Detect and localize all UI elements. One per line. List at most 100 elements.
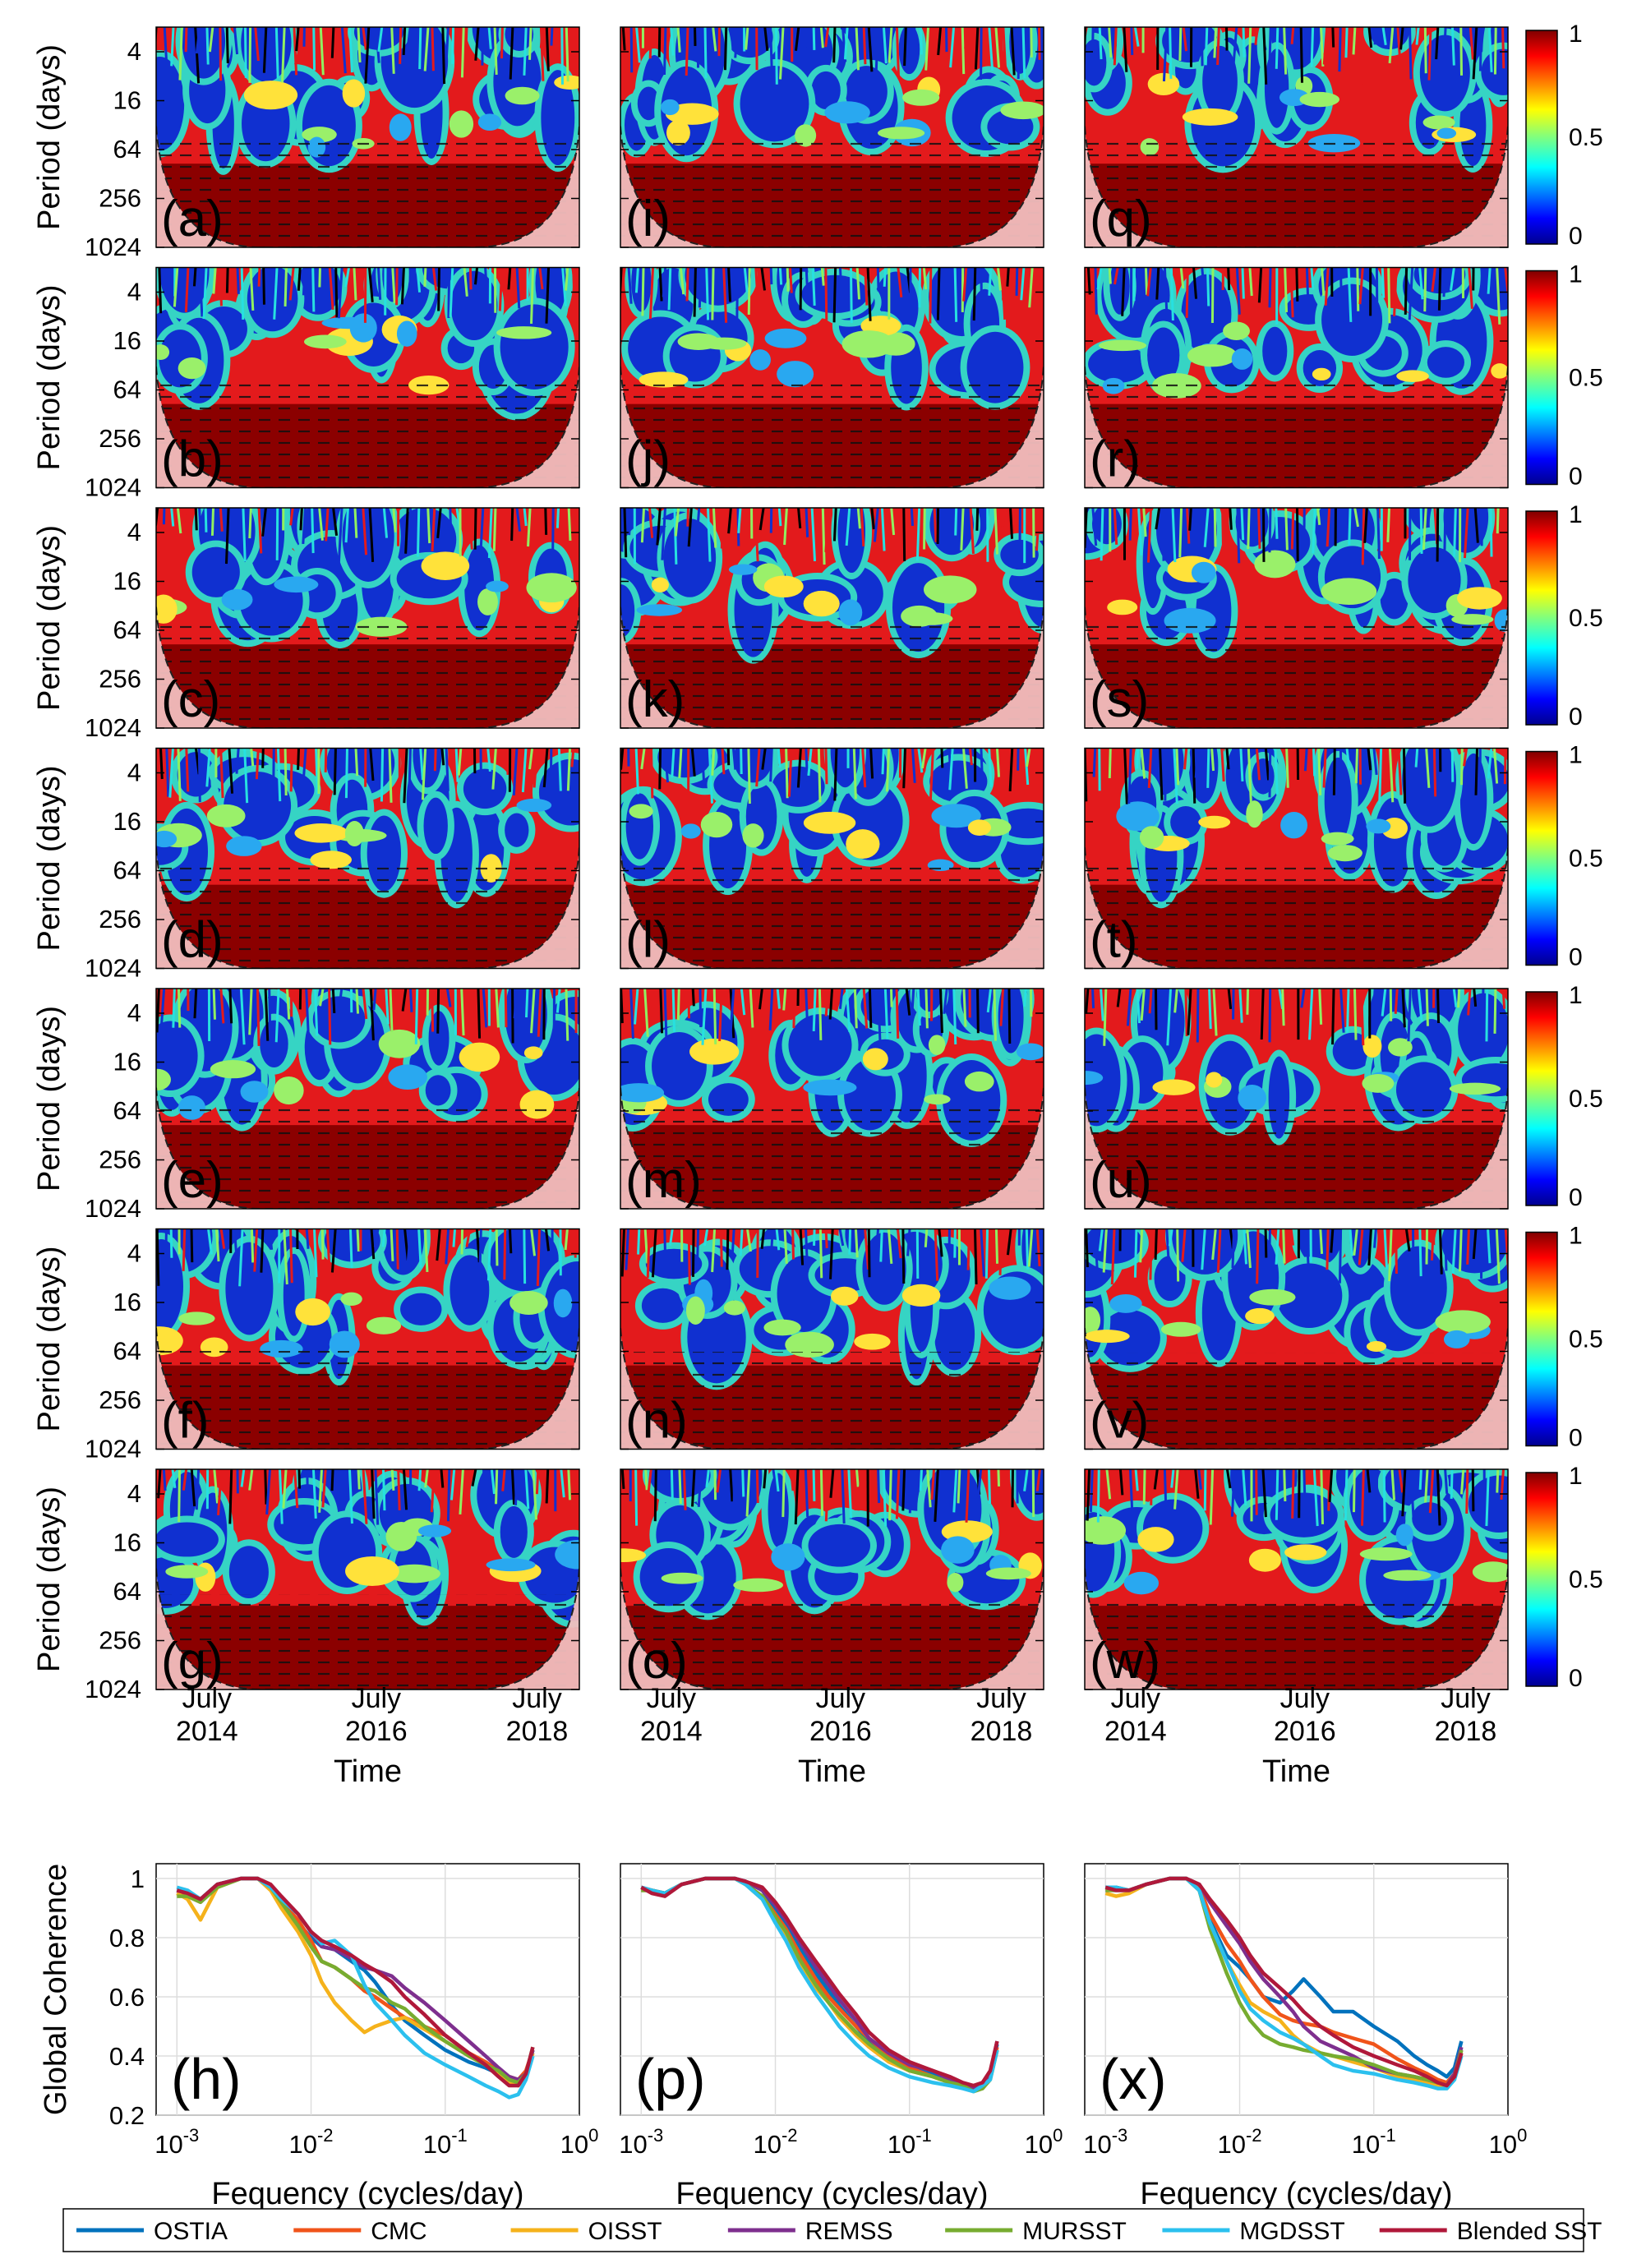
gc-x-tick-exp: 0	[1517, 2125, 1527, 2146]
cone-of-influence	[1085, 847, 1508, 969]
coherence-striation	[960, 508, 965, 551]
coherence-striation	[1338, 27, 1342, 72]
gc-x-tick-label: 10-2	[289, 2125, 334, 2159]
coherence-striation	[208, 27, 214, 53]
coherence-striation	[895, 1469, 901, 1519]
coherence-striation	[1299, 27, 1303, 83]
coherence-striation	[168, 748, 175, 798]
coherence-striation	[424, 1469, 429, 1488]
coherence-striation	[340, 27, 347, 74]
coherence-striation	[988, 267, 993, 296]
coherence-striation	[553, 267, 557, 304]
coherence-striation	[1113, 508, 1118, 545]
coherence-striation	[469, 989, 474, 1029]
coherence-mix-blob	[1000, 101, 1044, 120]
coherence-panel: (i)	[620, 26, 1044, 248]
gc-x-tick-label: 10-2	[754, 2125, 798, 2159]
coherence-mix-blob	[156, 1068, 171, 1090]
coherence-striation	[542, 748, 549, 788]
coherence-striation	[957, 1469, 961, 1504]
coherence-striation	[1175, 748, 1180, 786]
coherence-striation	[293, 27, 298, 76]
coherence-striation	[337, 989, 343, 1012]
coherence-striation	[634, 1469, 639, 1526]
coherence-striation	[1148, 989, 1153, 1014]
coherence-mix-blob	[274, 1076, 304, 1105]
coherence-striation	[210, 508, 215, 536]
coherence-striation	[1472, 27, 1478, 80]
coherence-panel: (u)10.50	[1084, 982, 1603, 1211]
coherence-striation	[173, 267, 179, 307]
coherence-striation	[380, 748, 385, 802]
coherence-low-blob	[1202, 45, 1238, 117]
coherence-low-blob	[505, 813, 529, 847]
coherence-striation	[331, 989, 336, 1014]
coherence-striation	[663, 989, 668, 1046]
coherence-striation	[169, 1228, 173, 1258]
coherence-striation	[479, 508, 485, 547]
coherence-striation	[890, 508, 896, 536]
coherence-striation	[1430, 1228, 1435, 1261]
coherence-striation	[805, 748, 809, 782]
coherence-striation	[273, 267, 279, 320]
coherence-low-blob	[1172, 1228, 1238, 1275]
coherence-mix-blob	[803, 1079, 857, 1096]
panel-content	[1085, 989, 1508, 1209]
coherence-striation	[487, 508, 493, 559]
coherence-striation	[492, 508, 497, 551]
coherence-striation	[1229, 508, 1233, 530]
cone-of-influence	[620, 1087, 1044, 1209]
coherence-striation	[521, 748, 528, 793]
gc-y-tick-label: 0.8	[109, 1924, 145, 1952]
coherence-mix-blob	[1327, 845, 1362, 862]
coherence-mix-blob	[344, 821, 364, 847]
coherence-striation	[510, 1469, 516, 1505]
coherence-striation	[888, 27, 893, 63]
cone-of-influence	[620, 366, 1044, 488]
coherence-striation	[676, 989, 680, 1021]
coherence-striation	[980, 989, 985, 1013]
x-tick-month: July	[976, 1683, 1026, 1714]
coherence-striation	[1496, 267, 1501, 325]
colorbar	[1525, 510, 1558, 726]
coherence-striation	[732, 1469, 736, 1523]
coherence-striation	[512, 748, 519, 796]
coherence-striation	[1025, 1228, 1030, 1270]
coherence-mix-blob	[304, 334, 347, 349]
coherence-striation	[997, 1469, 1001, 1487]
coherence-striation	[1425, 748, 1431, 788]
coherence-striation	[629, 27, 634, 73]
gc-y-tick-label: 0.4	[109, 2042, 145, 2071]
coherence-striation	[253, 1228, 259, 1272]
gc-x-axis-label: Fequency (cycles/day)	[211, 2177, 523, 2211]
coherence-striation	[1444, 1228, 1448, 1271]
coherence-striation	[182, 1469, 188, 1491]
coherence-low-blob	[156, 1522, 219, 1557]
coherence-striation	[523, 27, 528, 76]
gc-x-tick-exp: -1	[915, 2125, 932, 2146]
coherence-striation	[372, 989, 377, 1011]
coherence-low-blob	[413, 748, 442, 788]
coherence-striation	[1459, 27, 1464, 76]
coherence-striation	[828, 989, 834, 1020]
coherence-mix-blob	[1395, 1524, 1413, 1547]
coherence-striation	[183, 508, 190, 532]
coherence-striation	[758, 508, 765, 531]
coherence-striation	[354, 748, 359, 777]
coherence-striation	[185, 748, 190, 792]
coherence-striation	[986, 989, 993, 1013]
gc-x-tick-base: 10	[423, 2130, 451, 2159]
coherence-mix-blob	[477, 588, 498, 615]
coherence-striation	[565, 267, 569, 291]
coherence-striation	[640, 508, 646, 543]
coherence-striation	[436, 989, 440, 1034]
coherence-striation	[484, 267, 489, 307]
coherence-striation	[799, 267, 803, 311]
coherence-mix-blob	[505, 86, 540, 105]
coherence-striation	[1035, 508, 1041, 551]
x-tick-month: July	[1441, 1683, 1490, 1714]
coherence-mix-blob	[764, 328, 807, 348]
coherence-striation	[159, 748, 164, 780]
